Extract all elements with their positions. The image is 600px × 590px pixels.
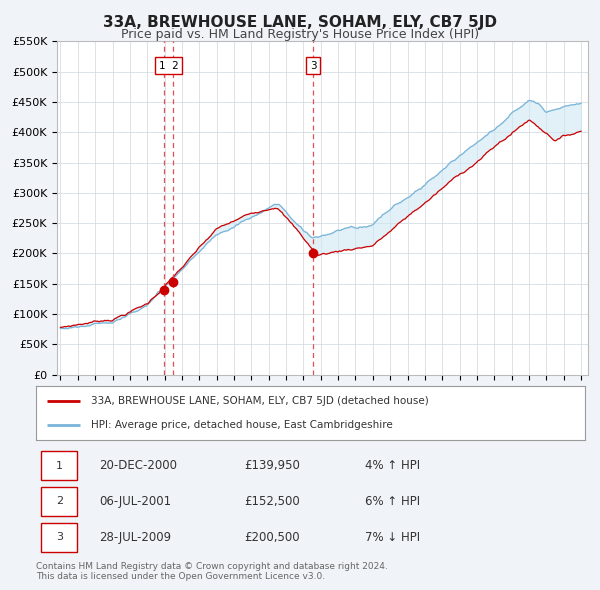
Text: £152,500: £152,500 xyxy=(245,495,301,508)
Text: 3: 3 xyxy=(56,532,63,542)
FancyBboxPatch shape xyxy=(41,523,77,552)
Text: 06-JUL-2001: 06-JUL-2001 xyxy=(99,495,171,508)
Text: 33A, BREWHOUSE LANE, SOHAM, ELY, CB7 5JD (detached house): 33A, BREWHOUSE LANE, SOHAM, ELY, CB7 5JD… xyxy=(91,396,428,407)
Text: 7% ↓ HPI: 7% ↓ HPI xyxy=(365,531,421,544)
Text: 33A, BREWHOUSE LANE, SOHAM, ELY, CB7 5JD: 33A, BREWHOUSE LANE, SOHAM, ELY, CB7 5JD xyxy=(103,15,497,30)
Text: £200,500: £200,500 xyxy=(245,531,300,544)
Text: Contains HM Land Registry data © Crown copyright and database right 2024.
This d: Contains HM Land Registry data © Crown c… xyxy=(36,562,388,581)
FancyBboxPatch shape xyxy=(41,451,77,480)
Text: 2: 2 xyxy=(56,497,63,506)
Text: 4% ↑ HPI: 4% ↑ HPI xyxy=(365,459,421,472)
Text: 28-JUL-2009: 28-JUL-2009 xyxy=(99,531,171,544)
Text: 3: 3 xyxy=(310,61,317,71)
Text: 20-DEC-2000: 20-DEC-2000 xyxy=(99,459,177,472)
FancyBboxPatch shape xyxy=(41,487,77,516)
Text: 1: 1 xyxy=(56,461,63,471)
Text: 6% ↑ HPI: 6% ↑ HPI xyxy=(365,495,421,508)
Text: 1  2: 1 2 xyxy=(159,61,179,71)
Text: Price paid vs. HM Land Registry's House Price Index (HPI): Price paid vs. HM Land Registry's House … xyxy=(121,28,479,41)
Text: £139,950: £139,950 xyxy=(245,459,301,472)
Text: HPI: Average price, detached house, East Cambridgeshire: HPI: Average price, detached house, East… xyxy=(91,419,392,430)
